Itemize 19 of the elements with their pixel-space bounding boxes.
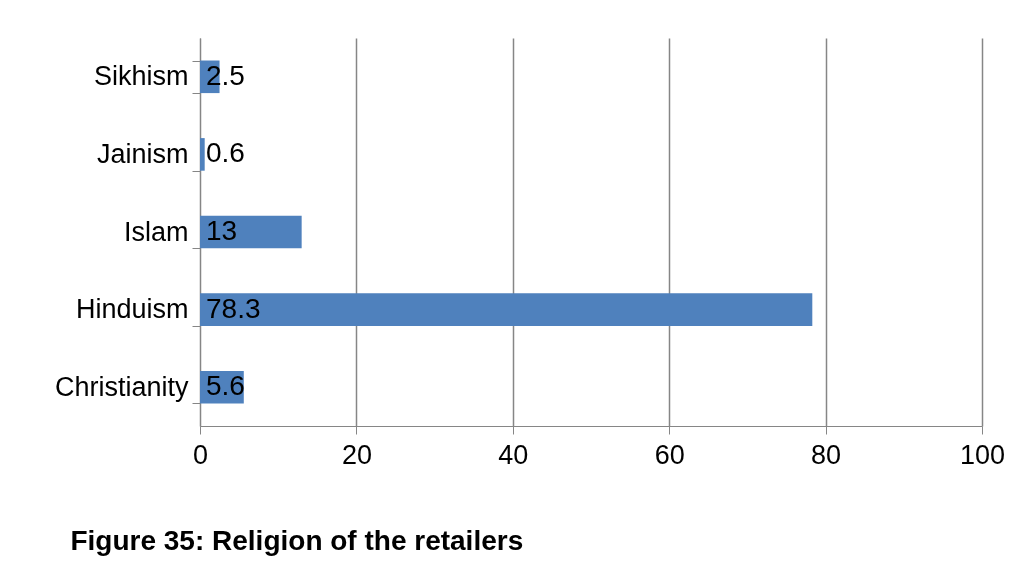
data-label: 13	[206, 215, 238, 246]
bar	[200, 138, 205, 171]
x-tick-label: 100	[959, 439, 1006, 470]
y-tick-label: Jainism	[96, 138, 189, 169]
data-label: 78.3	[206, 292, 261, 324]
y-tick-label: Christianity	[54, 371, 189, 402]
y-tick-label: Hinduism	[75, 294, 189, 325]
x-tick-label: 60	[654, 439, 685, 470]
y-tick-label: Sikhism	[93, 61, 189, 92]
bar	[200, 293, 813, 326]
bar	[200, 215, 302, 249]
x-tick-label: 20	[341, 439, 372, 470]
data-label: 0.6	[206, 137, 245, 169]
x-tick-label: 80	[811, 439, 842, 470]
text: Figure 35: Religion of the retailers	[70, 525, 524, 556]
data-label: 5.6	[206, 370, 245, 402]
y-tick-label: Islam	[123, 216, 189, 247]
x-tick-label: 40	[498, 439, 529, 470]
x-tick-label: 0	[192, 439, 209, 470]
